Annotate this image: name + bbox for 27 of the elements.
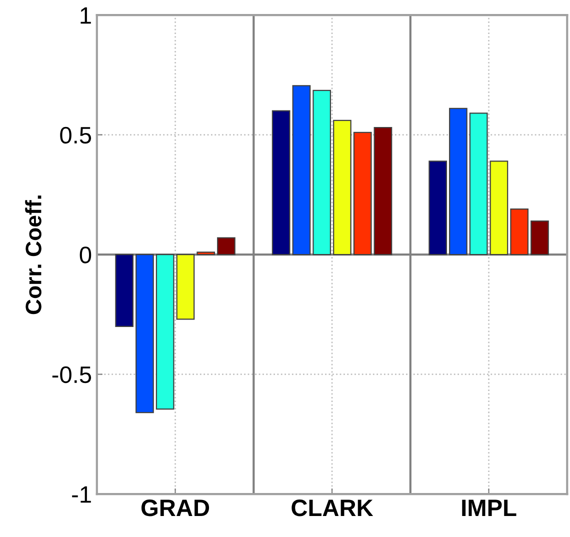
bar	[449, 108, 468, 256]
bar	[333, 120, 352, 256]
bar	[136, 254, 154, 414]
x-tick-label: IMPL	[462, 500, 516, 516]
bar	[176, 254, 195, 320]
y-tick-label: -0.5	[52, 366, 92, 384]
bar	[428, 160, 448, 256]
bar	[510, 208, 529, 256]
bar	[312, 90, 332, 256]
bar	[490, 160, 508, 256]
bar	[196, 252, 216, 256]
bar	[156, 254, 174, 410]
bar	[530, 220, 549, 256]
x-tick-label: GRAD	[141, 500, 210, 516]
bar	[292, 85, 311, 256]
bar	[353, 132, 372, 256]
y-tick-label: 1	[80, 7, 91, 24]
y-axis-title: Corr. Coeff.	[25, 196, 42, 314]
bar	[217, 237, 236, 256]
x-tick-label: CLARK	[292, 500, 374, 516]
y-tick-label: -1	[72, 486, 91, 503]
y-tick-label: 0.5	[60, 126, 92, 144]
bar	[272, 110, 290, 256]
bar	[374, 127, 392, 256]
bar	[469, 112, 488, 256]
bar	[115, 254, 134, 327]
y-tick-label: 0	[80, 246, 92, 264]
